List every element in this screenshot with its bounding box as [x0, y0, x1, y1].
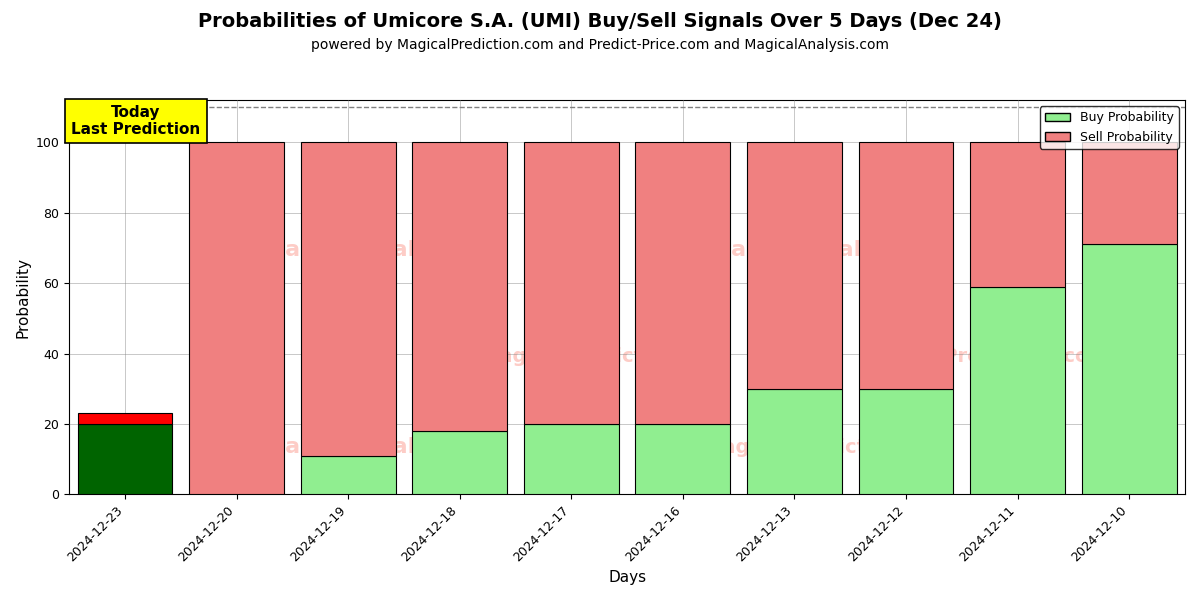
- Bar: [78, 424, 173, 494]
- Bar: [524, 424, 619, 494]
- Text: MagicalPrediction.com: MagicalPrediction.com: [703, 437, 953, 457]
- Bar: [301, 456, 396, 494]
- Text: MagicalAnalysis.co: MagicalAnalysis.co: [263, 240, 500, 260]
- Bar: [413, 431, 508, 494]
- Bar: [859, 142, 954, 389]
- Bar: [970, 287, 1066, 494]
- Bar: [413, 142, 508, 431]
- X-axis label: Days: Days: [608, 570, 646, 585]
- Text: powered by MagicalPrediction.com and Predict-Price.com and MagicalAnalysis.com: powered by MagicalPrediction.com and Pre…: [311, 38, 889, 52]
- Text: Probabilities of Umicore S.A. (UMI) Buy/Sell Signals Over 5 Days (Dec 24): Probabilities of Umicore S.A. (UMI) Buy/…: [198, 12, 1002, 31]
- Legend: Buy Probability, Sell Probability: Buy Probability, Sell Probability: [1040, 106, 1178, 149]
- Bar: [1081, 244, 1177, 494]
- Text: MagicalPrediction.com: MagicalPrediction.com: [859, 347, 1109, 366]
- Bar: [859, 389, 954, 494]
- Bar: [636, 142, 731, 424]
- Bar: [970, 142, 1066, 287]
- Text: MagicalAnalysis.co: MagicalAnalysis.co: [263, 437, 500, 457]
- Bar: [524, 142, 619, 424]
- Text: Today
Last Prediction: Today Last Prediction: [72, 105, 200, 137]
- Bar: [78, 413, 173, 424]
- Bar: [748, 389, 842, 494]
- Bar: [301, 142, 396, 456]
- Bar: [748, 142, 842, 389]
- Text: MagicalPrediction.com: MagicalPrediction.com: [480, 347, 730, 366]
- Bar: [190, 142, 284, 494]
- Text: MagicalAnalysis.co: MagicalAnalysis.co: [709, 240, 947, 260]
- Bar: [1081, 142, 1177, 244]
- Bar: [636, 424, 731, 494]
- Y-axis label: Probability: Probability: [16, 257, 30, 338]
